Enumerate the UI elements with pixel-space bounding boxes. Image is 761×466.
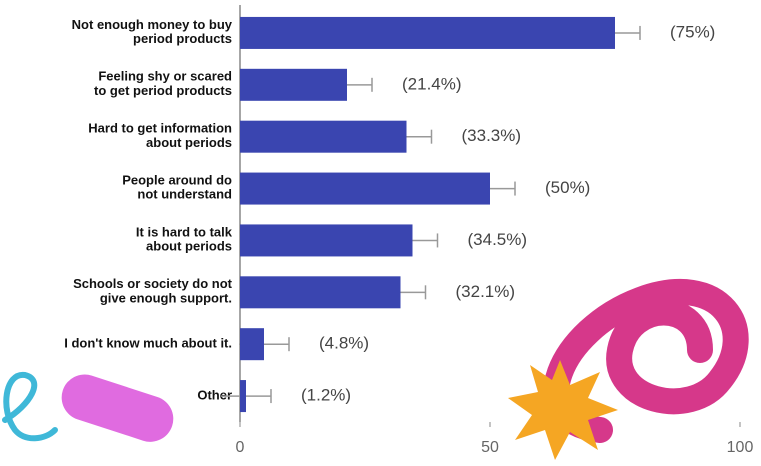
bar	[240, 68, 347, 101]
x-tick-label: 0	[236, 439, 245, 456]
decoration-spiral	[543, 279, 749, 443]
decoration-pill	[61, 374, 174, 442]
x-tick-label: 100	[727, 439, 754, 456]
y-tick-label: Hard to get information about periods	[88, 121, 232, 150]
value-label: (34.5%)	[468, 230, 528, 249]
bar	[240, 328, 264, 361]
y-tick-label: I don't know much about it.	[64, 336, 232, 351]
bar	[240, 172, 490, 205]
decorations	[2, 279, 749, 460]
y-tick-label: People around do not understand	[122, 173, 232, 202]
value-label: (21.4%)	[402, 74, 462, 93]
value-label: (32.1%)	[456, 282, 516, 301]
value-label: (33.3%)	[462, 126, 522, 145]
bar	[240, 276, 401, 309]
y-tick-label: It is hard to talk about periods	[136, 225, 233, 254]
decoration-swirl	[2, 371, 58, 442]
value-label: (4.8%)	[319, 334, 369, 353]
bar	[240, 224, 413, 257]
value-label: (75%)	[670, 22, 715, 41]
bar	[240, 120, 407, 153]
value-label: (1.2%)	[301, 386, 351, 405]
y-tick-label: Feeling shy or scared to get period produ…	[94, 69, 232, 98]
y-tick-label: Not enough money to buy period products	[72, 17, 233, 46]
y-tick-label: Schools or society do not give enough sup…	[73, 277, 233, 306]
value-label: (50%)	[545, 178, 590, 197]
bar	[240, 380, 246, 413]
decoration-star	[508, 360, 618, 460]
x-tick-label: 50	[481, 439, 499, 456]
bar	[240, 16, 615, 49]
y-tick-label: Other	[197, 388, 232, 403]
